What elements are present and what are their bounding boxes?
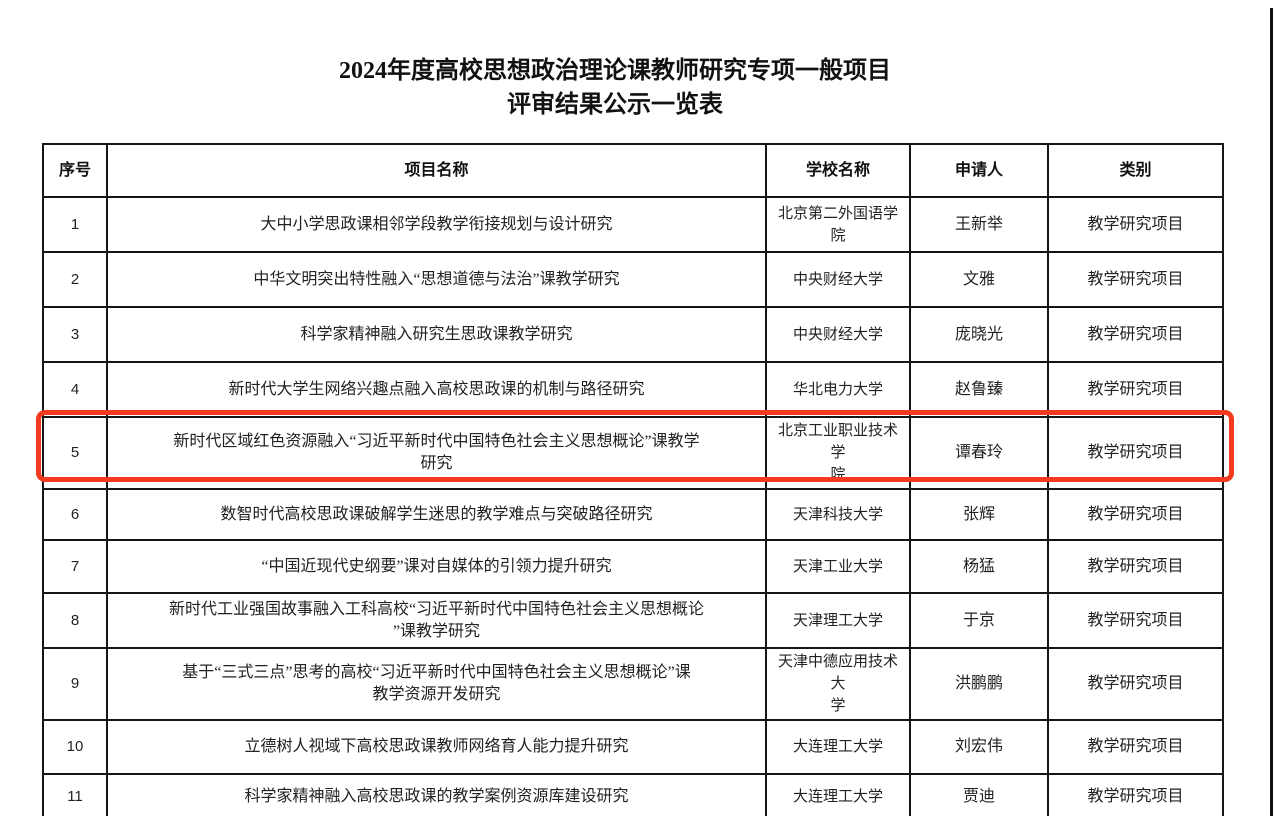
cell-no: 1 xyxy=(42,196,108,253)
table-row: 7 “中国近现代史纲要”课对自媒体的引领力提升研究 天津工业大学 杨猛 教学研究… xyxy=(42,539,1224,594)
cell-applicant: 谭春玲 xyxy=(909,416,1049,490)
table-row: 3 科学家精神融入研究生思政课教学研究 中央财经大学 庞晓光 教学研究项目 xyxy=(42,306,1224,363)
page-title-line1: 2024年度高校思想政治理论课教师研究专项一般项目 xyxy=(339,58,891,84)
cell-applicant: 杨猛 xyxy=(909,539,1049,594)
cell-applicant: 贾迪 xyxy=(909,773,1049,816)
cell-no: 5 xyxy=(42,416,108,490)
table-row: 6 数智时代高校思政课破解学生迷思的教学难点与突破路径研究 天津科技大学 张辉 … xyxy=(42,488,1224,541)
page-title-line2: 评审结果公示一览表 xyxy=(507,92,723,118)
cell-no: 8 xyxy=(42,592,108,649)
cell-project: 新时代区域红色资源融入“习近平新时代中国特色社会主义思想概论”课教学 研究 xyxy=(106,416,767,490)
cell-project: 数智时代高校思政课破解学生迷思的教学难点与突破路径研究 xyxy=(106,488,767,541)
column-header-project: 项目名称 xyxy=(106,143,767,198)
cell-category: 教学研究项目 xyxy=(1047,539,1224,594)
cell-applicant: 赵鲁臻 xyxy=(909,361,1049,418)
cell-category: 教学研究项目 xyxy=(1047,647,1224,721)
table-row-highlighted: 5 新时代区域红色资源融入“习近平新时代中国特色社会主义思想概论”课教学 研究 … xyxy=(42,416,1224,490)
cell-school: 中央财经大学 xyxy=(765,306,911,363)
cell-project: 立德树人视域下高校思政课教师网络育人能力提升研究 xyxy=(106,719,767,775)
table-row: 8 新时代工业强国故事融入工科高校“习近平新时代中国特色社会主义思想概论 ”课教… xyxy=(42,592,1224,649)
cell-applicant: 文雅 xyxy=(909,251,1049,308)
cell-category: 教学研究项目 xyxy=(1047,719,1224,775)
cell-project: 中华文明突出特性融入“思想道德与法治”课教学研究 xyxy=(106,251,767,308)
cell-applicant: 张辉 xyxy=(909,488,1049,541)
cell-category: 教学研究项目 xyxy=(1047,361,1224,418)
column-header-no: 序号 xyxy=(42,143,108,198)
cell-project: 新时代大学生网络兴趣点融入高校思政课的机制与路径研究 xyxy=(106,361,767,418)
cell-school: 天津工业大学 xyxy=(765,539,911,594)
column-header-category: 类别 xyxy=(1047,143,1224,198)
table-row: 2 中华文明突出特性融入“思想道德与法治”课教学研究 中央财经大学 文雅 教学研… xyxy=(42,251,1224,308)
cell-category: 教学研究项目 xyxy=(1047,416,1224,490)
cell-school: 华北电力大学 xyxy=(765,361,911,418)
cell-no: 4 xyxy=(42,361,108,418)
table-row: 10 立德树人视域下高校思政课教师网络育人能力提升研究 大连理工大学 刘宏伟 教… xyxy=(42,719,1224,775)
cell-category: 教学研究项目 xyxy=(1047,251,1224,308)
cell-no: 6 xyxy=(42,488,108,541)
table-header-row: 序号 项目名称 学校名称 申请人 类别 xyxy=(42,143,1224,198)
column-header-school: 学校名称 xyxy=(765,143,911,198)
table-row: 4 新时代大学生网络兴趣点融入高校思政课的机制与路径研究 华北电力大学 赵鲁臻 … xyxy=(42,361,1224,418)
cell-project: 基于“三式三点”思考的高校“习近平新时代中国特色社会主义思想概论”课 教学资源开… xyxy=(106,647,767,721)
cell-category: 教学研究项目 xyxy=(1047,773,1224,816)
cell-applicant: 庞晓光 xyxy=(909,306,1049,363)
table-row: 11 科学家精神融入高校思政课的教学案例资源库建设研究 大连理工大学 贾迪 教学… xyxy=(42,773,1224,816)
cell-school: 大连理工大学 xyxy=(765,773,911,816)
cell-school: 中央财经大学 xyxy=(765,251,911,308)
cell-no: 3 xyxy=(42,306,108,363)
page-edge-line xyxy=(1270,8,1273,816)
cell-school: 天津中德应用技术大 学 xyxy=(765,647,911,721)
cell-project: 新时代工业强国故事融入工科高校“习近平新时代中国特色社会主义思想概论 ”课教学研… xyxy=(106,592,767,649)
cell-applicant: 洪鹏鹏 xyxy=(909,647,1049,721)
page-title: 2024年度高校思想政治理论课教师研究专项一般项目 评审结果公示一览表 xyxy=(0,54,1230,122)
column-header-applicant: 申请人 xyxy=(909,143,1049,198)
cell-no: 2 xyxy=(42,251,108,308)
cell-no: 11 xyxy=(42,773,108,816)
cell-project: 大中小学思政课相邻学段教学衔接规划与设计研究 xyxy=(106,196,767,253)
results-table: 序号 项目名称 学校名称 申请人 类别 1 大中小学思政课相邻学段教学衔接规划与… xyxy=(42,143,1224,816)
cell-school: 北京第二外国语学院 xyxy=(765,196,911,253)
cell-applicant: 王新举 xyxy=(909,196,1049,253)
cell-category: 教学研究项目 xyxy=(1047,488,1224,541)
cell-project: 科学家精神融入高校思政课的教学案例资源库建设研究 xyxy=(106,773,767,816)
cell-project: “中国近现代史纲要”课对自媒体的引领力提升研究 xyxy=(106,539,767,594)
cell-applicant: 刘宏伟 xyxy=(909,719,1049,775)
cell-school: 北京工业职业技术学 院 xyxy=(765,416,911,490)
cell-category: 教学研究项目 xyxy=(1047,196,1224,253)
cell-applicant: 于京 xyxy=(909,592,1049,649)
cell-category: 教学研究项目 xyxy=(1047,592,1224,649)
cell-category: 教学研究项目 xyxy=(1047,306,1224,363)
table-row: 9 基于“三式三点”思考的高校“习近平新时代中国特色社会主义思想概论”课 教学资… xyxy=(42,647,1224,721)
cell-no: 9 xyxy=(42,647,108,721)
cell-project: 科学家精神融入研究生思政课教学研究 xyxy=(106,306,767,363)
cell-school: 天津理工大学 xyxy=(765,592,911,649)
cell-no: 7 xyxy=(42,539,108,594)
table-row: 1 大中小学思政课相邻学段教学衔接规划与设计研究 北京第二外国语学院 王新举 教… xyxy=(42,196,1224,253)
cell-no: 10 xyxy=(42,719,108,775)
cell-school: 大连理工大学 xyxy=(765,719,911,775)
cell-school: 天津科技大学 xyxy=(765,488,911,541)
